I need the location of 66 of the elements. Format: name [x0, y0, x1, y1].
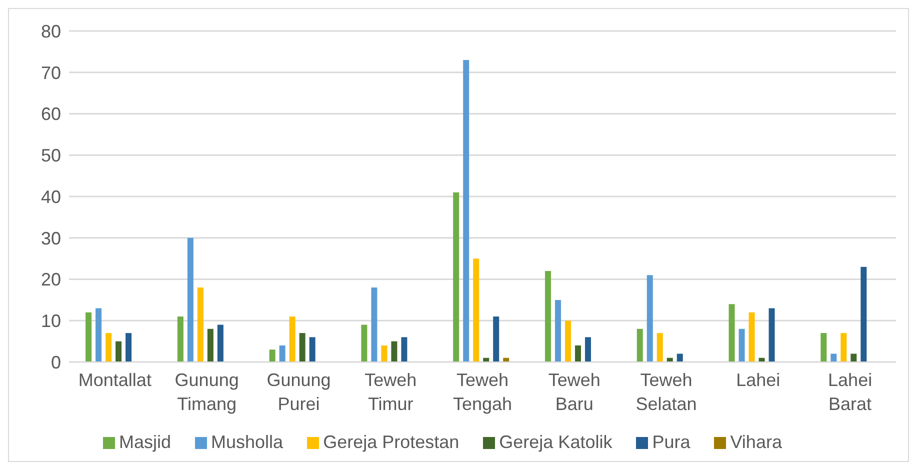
x-tick-label: Lahei	[736, 370, 780, 390]
bar	[197, 288, 204, 362]
bar	[473, 258, 480, 362]
bar	[381, 345, 388, 362]
y-tick-label: 10	[40, 311, 61, 332]
bar	[564, 320, 571, 362]
y-tick-label: 20	[40, 270, 61, 290]
x-tick-label: Gunung Timang	[174, 370, 239, 414]
legend-label: Gereja Protestan	[323, 432, 460, 452]
x-tick-label: Montallat	[78, 370, 152, 390]
bar	[574, 345, 581, 362]
bar	[401, 337, 408, 362]
bar	[361, 324, 368, 362]
bar	[177, 316, 184, 362]
bar	[850, 354, 857, 362]
x-tick-label: Gunung Purei	[266, 370, 331, 414]
bar	[269, 350, 276, 362]
y-tick-label: 30	[40, 228, 61, 248]
bar	[738, 328, 745, 362]
y-tick-label: 70	[40, 62, 61, 83]
bar	[116, 341, 122, 362]
bar	[453, 192, 460, 362]
bar	[676, 354, 683, 362]
bar	[86, 312, 92, 362]
legend-label: Gereja Katolik	[499, 432, 612, 452]
bar	[584, 337, 591, 362]
bar	[820, 333, 827, 362]
bar	[768, 308, 775, 362]
bar	[544, 270, 551, 362]
bar	[840, 333, 847, 362]
legend-label: Pura	[652, 432, 690, 452]
bar	[126, 333, 132, 362]
x-tick-label: Teweh Baru	[548, 370, 600, 414]
bar	[96, 308, 102, 362]
bar	[309, 337, 316, 362]
legend-label: Masjid	[119, 432, 172, 452]
bar	[371, 288, 378, 362]
bar	[299, 333, 306, 362]
y-tick-label: 50	[40, 146, 61, 166]
legend-label: Vihara	[730, 432, 782, 452]
x-tick-label: Teweh Tengah	[452, 370, 512, 414]
bar	[554, 300, 561, 362]
x-tick-label: Teweh Timur	[364, 370, 417, 414]
bar	[187, 238, 194, 362]
bar	[207, 328, 214, 362]
bar	[748, 312, 755, 362]
bar	[656, 333, 663, 362]
bar	[728, 304, 735, 362]
bar	[106, 333, 112, 362]
bar	[289, 316, 296, 362]
legend-label: Musholla	[211, 432, 284, 452]
y-tick-label: 0	[50, 352, 61, 372]
bar	[636, 328, 643, 362]
bar	[493, 316, 500, 362]
y-tick-label: 40	[40, 186, 61, 207]
bar	[646, 275, 653, 362]
bar	[463, 60, 470, 362]
bar	[279, 345, 286, 362]
x-tick-label: Teweh Selatan	[636, 370, 697, 414]
bar	[830, 354, 837, 362]
bar	[217, 324, 224, 362]
bar	[860, 266, 867, 362]
x-tick-label: Lahei Barat	[828, 370, 872, 414]
y-tick-label: 60	[40, 104, 61, 124]
bar	[391, 341, 398, 362]
y-tick-label: 80	[40, 21, 61, 42]
